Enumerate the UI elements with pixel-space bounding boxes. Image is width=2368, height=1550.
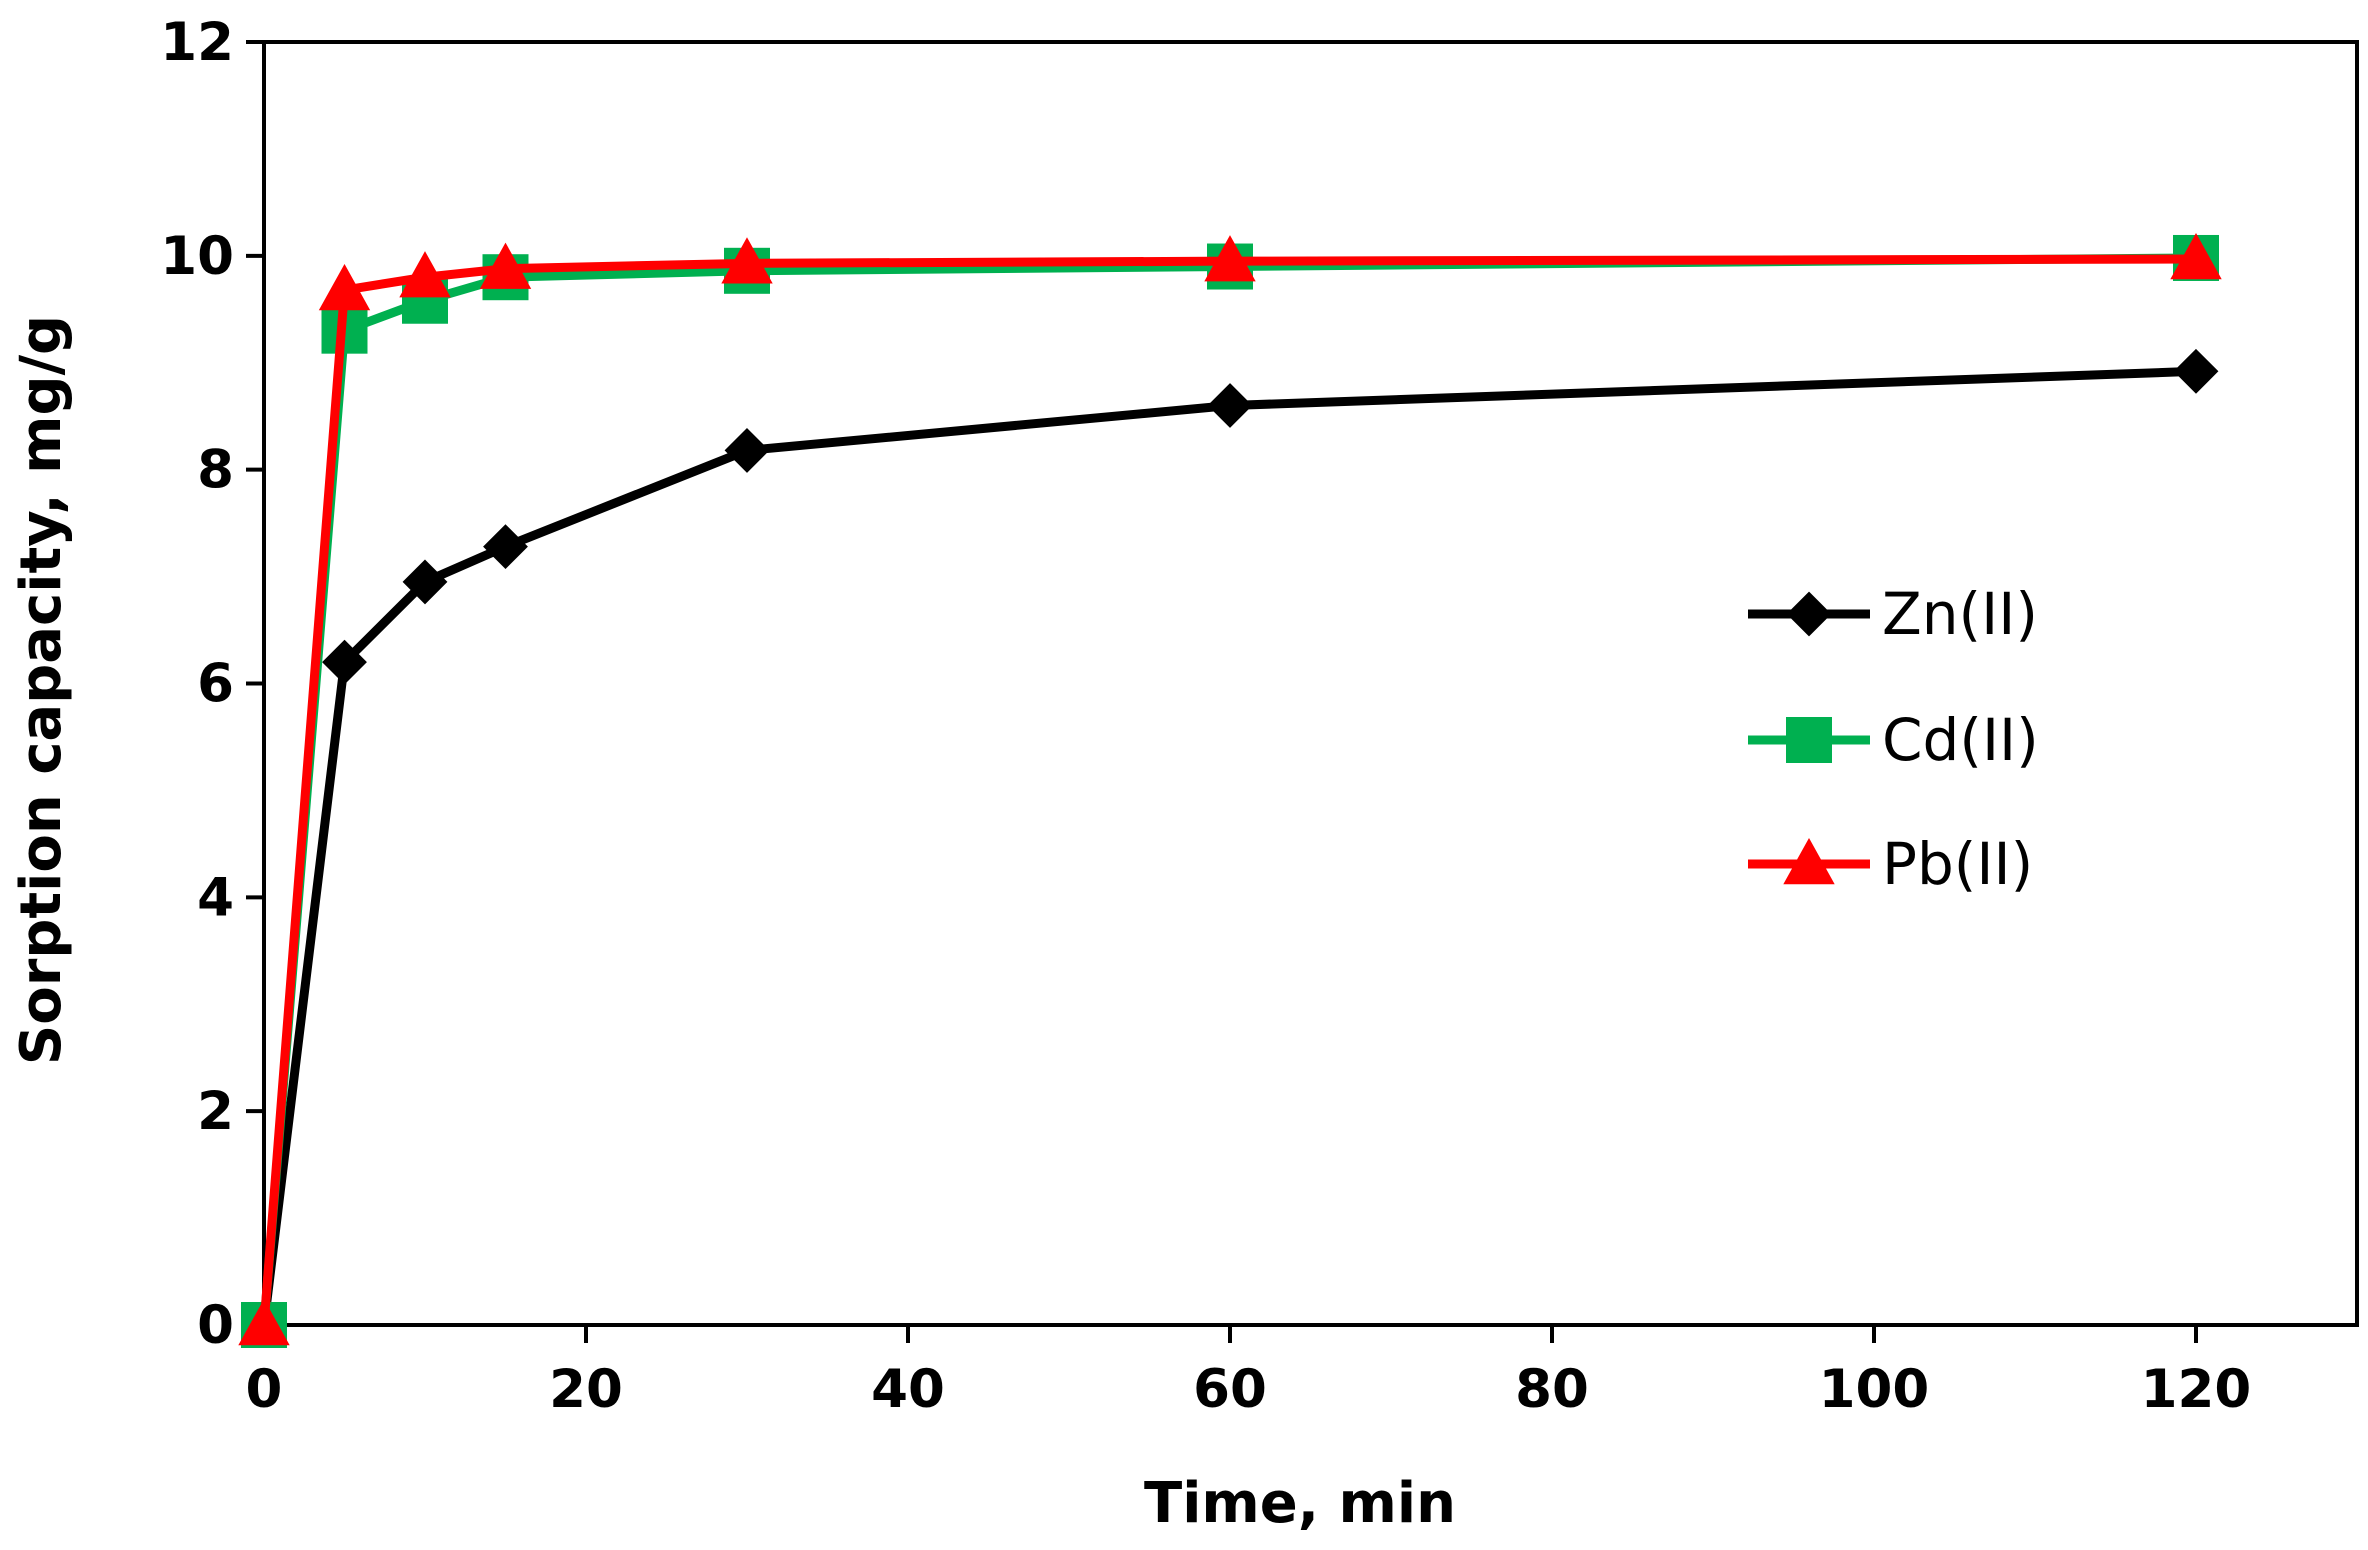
- legend-label: Pb(II): [1882, 830, 2033, 898]
- legend-label: Zn(II): [1882, 580, 2038, 648]
- legend-marker: [1786, 717, 1832, 763]
- data-point: [399, 251, 451, 298]
- y-tick-label: 10: [160, 226, 234, 287]
- y-tick-label: 6: [197, 654, 234, 715]
- y-tick-label: 2: [197, 1081, 234, 1142]
- plot-frame: [262, 40, 2359, 1327]
- y-tick-label: 4: [197, 867, 234, 928]
- legend-marker: [1783, 837, 1835, 885]
- data-point: [2170, 232, 2222, 280]
- x-tick-label: 120: [2141, 1359, 2252, 1420]
- data-point: [479, 242, 532, 289]
- data-point: [724, 428, 770, 473]
- series-Pb(II): [238, 232, 2222, 1346]
- y-axis-title: Sorption capacity, mg/g: [9, 315, 74, 1065]
- legend-item: Zn(II): [1748, 580, 2038, 648]
- data-point: [1207, 383, 1253, 428]
- x-axis-title: Time, min: [1144, 1471, 1456, 1536]
- data-point: [318, 263, 371, 311]
- x-tick-label: 100: [1819, 1359, 1930, 1420]
- series-Zn(II): [241, 348, 2219, 1348]
- legend-item: Cd(II): [1748, 706, 2039, 774]
- data-point: [1204, 235, 1256, 282]
- legend-label: Cd(II): [1882, 706, 2039, 774]
- x-tick-label: 0: [246, 1359, 283, 1420]
- data-point: [402, 559, 448, 605]
- x-tick-label: 20: [549, 1359, 623, 1420]
- data-point: [483, 524, 528, 570]
- data-point: [322, 639, 367, 685]
- x-tick-label: 60: [1193, 1359, 1267, 1420]
- y-tick-label: 12: [160, 12, 234, 73]
- y-tick-label: 8: [197, 440, 234, 501]
- data-point: [238, 1298, 290, 1346]
- data-point: [721, 237, 773, 284]
- y-tick-label: 0: [197, 1295, 234, 1356]
- legend: Zn(II) Cd(II) Pb(II): [1748, 580, 2039, 898]
- data-point: [2173, 348, 2219, 394]
- x-tick-label: 40: [871, 1359, 945, 1420]
- series-layer: [238, 232, 2222, 1348]
- x-tick-label: 80: [1515, 1359, 1589, 1420]
- legend-item: Pb(II): [1748, 830, 2033, 898]
- legend-marker: [1786, 591, 1832, 637]
